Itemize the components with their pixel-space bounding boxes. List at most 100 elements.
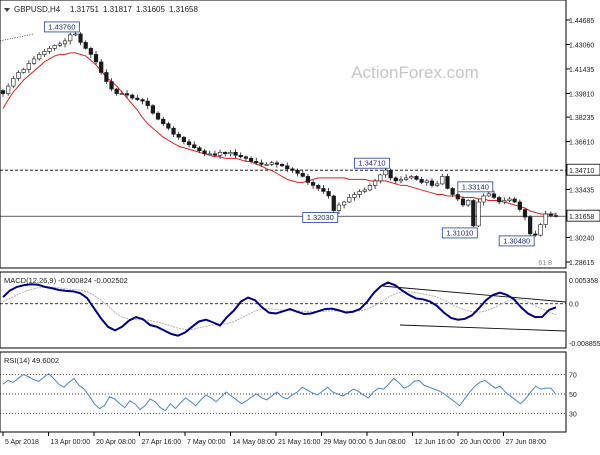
candle-body: [497, 197, 502, 203]
candle-body: [212, 153, 218, 156]
current-price-box: [566, 209, 600, 222]
macd-upper-trendline: [381, 285, 567, 303]
candle: [548, 211, 553, 218]
candle-body: [140, 99, 145, 102]
candle-body: [517, 201, 522, 210]
candle: [481, 193, 486, 206]
candle-body: [393, 177, 398, 182]
candle-body: [207, 153, 212, 156]
candle-body: [450, 188, 455, 195]
candle: [409, 174, 414, 180]
candle-body: [119, 93, 124, 95]
candle-body: [254, 161, 259, 164]
candle-body: [197, 147, 202, 152]
candle-body: [285, 165, 290, 170]
candle-body: [445, 176, 450, 189]
candle: [37, 52, 42, 61]
candle: [93, 50, 99, 65]
candle: [68, 32, 73, 45]
candle: [522, 208, 528, 221]
candle-body: [486, 193, 491, 197]
candle-body: [543, 213, 548, 225]
price-tick-label: 1.39810: [569, 91, 594, 98]
macd-panel-frame: [0, 271, 567, 349]
candle: [78, 32, 83, 46]
candle: [414, 175, 419, 181]
time-tick-label: 5 Jun 08:00: [369, 439, 406, 446]
candle: [362, 187, 367, 194]
annotation-box: [354, 157, 390, 169]
candle-body: [6, 85, 11, 94]
candle-body: [352, 194, 357, 198]
candle-body: [455, 194, 460, 200]
time-tick-label: 14 May 08:00: [233, 439, 276, 446]
candle: [57, 41, 62, 48]
candle-body: [145, 100, 150, 106]
candle: [124, 90, 130, 98]
candle-body: [31, 58, 37, 64]
rsi-panel-frame: [0, 351, 567, 433]
price-annotation: 1.31010: [441, 227, 478, 239]
candle: [274, 160, 280, 168]
candle-body: [383, 169, 388, 176]
price-tick-label: 1.28615: [569, 260, 594, 267]
candle-body: [409, 176, 414, 179]
macd-tick-label: 0.005358: [569, 278, 598, 285]
candle-body: [481, 195, 486, 203]
candle: [62, 38, 68, 48]
annotation-box: [302, 212, 339, 223]
candle: [429, 178, 435, 188]
candle: [130, 93, 135, 100]
candle-body: [533, 233, 538, 236]
candle: [290, 167, 295, 174]
candle-body: [341, 201, 347, 206]
candle: [466, 199, 471, 207]
candle-body: [248, 158, 254, 162]
annotation-box: [498, 235, 535, 247]
price-panel-frame: [0, 0, 567, 269]
candle: [502, 197, 507, 205]
moving-average-line: [2, 52, 556, 215]
candle-body: [471, 200, 476, 227]
price-tick-label: 1.41435: [569, 67, 594, 74]
time-tick-label: 27 Jun 08:00: [506, 439, 547, 446]
candle: [310, 180, 316, 189]
fib-label: 61.8: [538, 260, 552, 267]
annotation-box: [43, 21, 80, 33]
price-annotation: 1.34710: [354, 157, 390, 169]
candle-body: [228, 151, 233, 155]
candle: [404, 174, 409, 182]
candle: [238, 152, 243, 159]
candle-body: [414, 176, 419, 180]
annotation-box: [457, 181, 494, 193]
price-tick-label: 1.38235: [569, 115, 594, 122]
candle-body: [300, 173, 305, 177]
candle: [326, 187, 331, 199]
candle: [248, 156, 254, 164]
candle: [440, 173, 445, 185]
candle: [233, 149, 238, 159]
candle-body: [124, 93, 130, 96]
candle: [424, 178, 429, 186]
candle: [88, 46, 93, 58]
candle-body: [57, 43, 62, 46]
candle: [181, 136, 186, 145]
price-tick-label: 1.34710: [569, 168, 594, 175]
collapse-triangle-icon[interactable]: [4, 8, 10, 12]
candle: [228, 150, 233, 157]
candle: [223, 151, 228, 157]
time-tick-label: 20 Apr 08:00: [96, 439, 136, 446]
candle-body: [507, 198, 512, 201]
macd-lower-trendline: [399, 324, 567, 332]
candle-body: [274, 162, 280, 165]
price-annotation: 1.43760: [43, 21, 80, 33]
candle: [533, 230, 538, 237]
rsi-tick-label: 30: [569, 411, 577, 418]
price-tick-label: 1.43060: [569, 42, 594, 49]
candle: [31, 55, 37, 66]
candle-body: [295, 170, 300, 174]
candle: [285, 162, 290, 173]
candle-body: [378, 174, 383, 182]
candle-body: [114, 88, 119, 94]
high-connector: [0, 33, 35, 42]
